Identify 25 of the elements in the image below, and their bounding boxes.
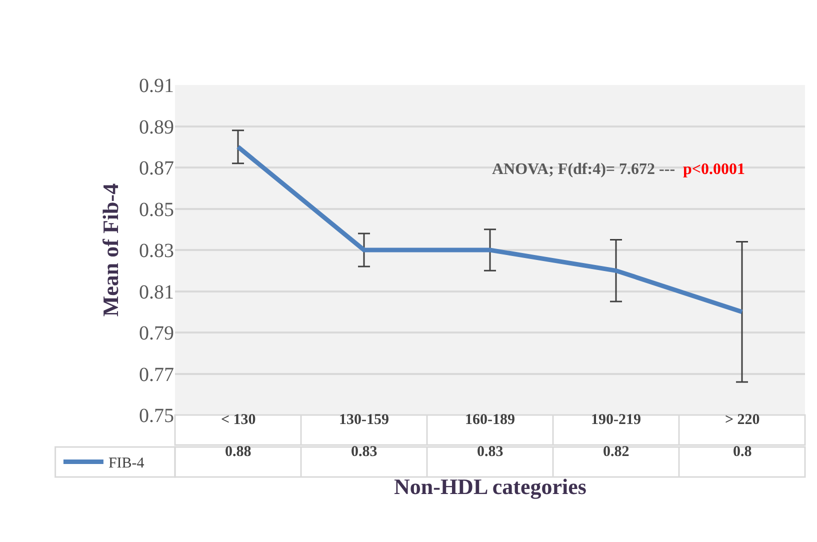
- x-tick-label: > 220: [725, 412, 760, 428]
- x-tick-label: 190-219: [591, 412, 641, 428]
- data-label: 0.83: [351, 444, 378, 460]
- y-tick-label: 0.75: [139, 405, 174, 427]
- annotation: ANOVA; F(df:4)= 7.672 ---: [492, 161, 676, 178]
- x-axis-title: Non-HDL categories: [394, 474, 587, 499]
- y-tick-label: 0.91: [139, 75, 174, 97]
- data-label: 0.82: [603, 444, 630, 460]
- data-label: 0.88: [225, 444, 252, 460]
- y-tick-label: 0.89: [139, 116, 174, 138]
- x-tick-label: 160-189: [465, 412, 515, 428]
- legend-label: FIB-4: [108, 456, 145, 472]
- annotation: p<0.0001: [683, 161, 746, 178]
- y-tick-label: 0.79: [139, 322, 174, 344]
- y-tick-label: 0.87: [139, 158, 174, 180]
- x-tick-label: 130-159: [339, 412, 389, 428]
- x-tick-label: < 130: [221, 412, 256, 428]
- data-label: 0.83: [477, 444, 504, 460]
- y-axis-title: Mean of Fib-4: [98, 183, 123, 317]
- data-label: 0.8: [733, 444, 752, 460]
- y-tick-label: 0.83: [139, 240, 174, 262]
- y-tick-label: 0.81: [139, 281, 174, 304]
- y-tick-label: 0.85: [139, 198, 174, 221]
- y-tick-label: 0.77: [139, 364, 174, 386]
- line-series: [236, 144, 744, 314]
